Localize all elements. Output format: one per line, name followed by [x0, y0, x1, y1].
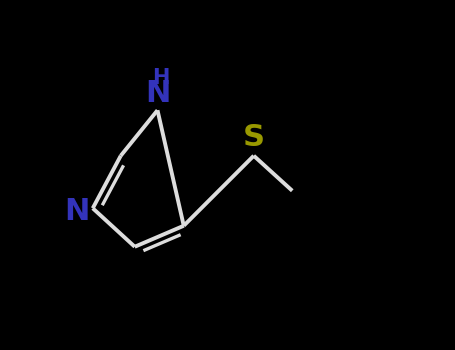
Text: N: N [64, 197, 89, 226]
Text: N: N [145, 79, 170, 108]
Text: S: S [243, 123, 265, 152]
Text: H: H [152, 68, 170, 88]
